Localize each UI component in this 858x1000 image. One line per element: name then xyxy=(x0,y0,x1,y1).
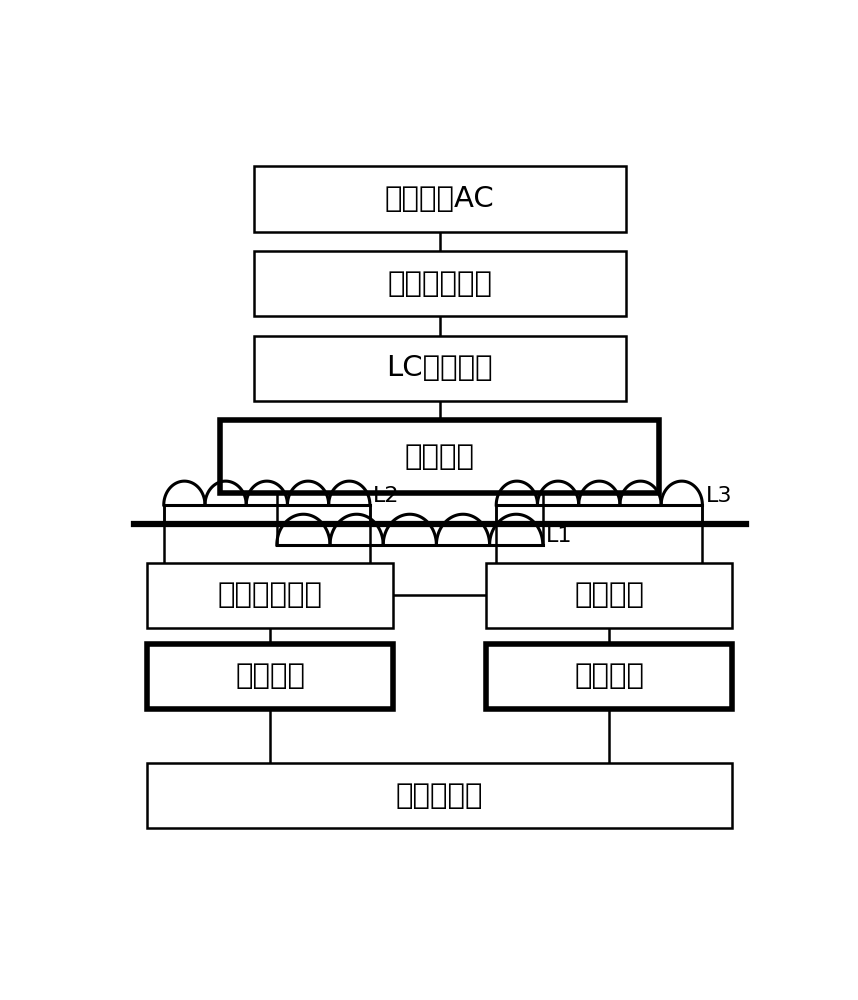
FancyBboxPatch shape xyxy=(254,251,626,316)
Text: 均衡电路: 均衡电路 xyxy=(574,581,644,609)
Text: 第一整流电路: 第一整流电路 xyxy=(387,270,492,298)
FancyBboxPatch shape xyxy=(254,166,626,232)
Text: 第二整流电路: 第二整流电路 xyxy=(218,581,323,609)
Text: L2: L2 xyxy=(373,486,400,506)
FancyBboxPatch shape xyxy=(221,420,659,493)
Text: 串联电池组: 串联电池组 xyxy=(396,782,483,810)
FancyBboxPatch shape xyxy=(486,644,733,709)
FancyBboxPatch shape xyxy=(148,763,733,828)
FancyBboxPatch shape xyxy=(148,644,393,709)
FancyBboxPatch shape xyxy=(148,563,393,628)
Text: 可变电容: 可变电容 xyxy=(235,662,305,690)
FancyBboxPatch shape xyxy=(486,563,733,628)
Text: 逆变电路: 逆变电路 xyxy=(405,443,474,471)
Text: L1: L1 xyxy=(547,526,572,546)
Text: 开关阵列: 开关阵列 xyxy=(574,662,644,690)
FancyBboxPatch shape xyxy=(254,336,626,401)
Text: LC滤波电路: LC滤波电路 xyxy=(386,354,493,382)
Text: 工频电源AC: 工频电源AC xyxy=(385,185,494,213)
Text: L3: L3 xyxy=(706,486,732,506)
